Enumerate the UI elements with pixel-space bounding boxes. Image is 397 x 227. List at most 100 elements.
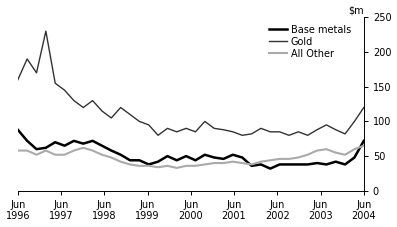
All Other bbox=[333, 151, 338, 154]
All Other bbox=[90, 149, 95, 152]
Gold bbox=[81, 106, 86, 109]
All Other bbox=[202, 163, 207, 166]
Base metals bbox=[315, 162, 320, 164]
Gold bbox=[231, 131, 235, 133]
Gold bbox=[25, 58, 29, 60]
Gold bbox=[15, 78, 20, 81]
Gold bbox=[221, 128, 226, 131]
Gold bbox=[137, 120, 142, 123]
Gold bbox=[100, 110, 104, 112]
All Other bbox=[109, 156, 114, 159]
All Other bbox=[137, 165, 142, 167]
Gold bbox=[118, 106, 123, 109]
Base metals bbox=[34, 148, 39, 151]
All Other bbox=[315, 149, 320, 152]
All Other bbox=[287, 158, 291, 160]
Gold bbox=[277, 131, 282, 133]
Gold bbox=[240, 134, 245, 137]
Base metals bbox=[100, 144, 104, 147]
All Other bbox=[361, 144, 366, 147]
Gold bbox=[109, 117, 114, 119]
Base metals bbox=[202, 153, 207, 156]
All Other bbox=[184, 165, 189, 167]
Line: All Other: All Other bbox=[18, 146, 364, 168]
Gold bbox=[305, 134, 310, 137]
Base metals bbox=[333, 160, 338, 163]
Gold bbox=[296, 131, 301, 133]
Gold bbox=[258, 127, 263, 130]
All Other bbox=[258, 160, 263, 163]
Text: $m: $m bbox=[348, 6, 364, 16]
Base metals bbox=[62, 144, 67, 147]
Gold bbox=[361, 106, 366, 109]
Gold bbox=[156, 134, 160, 137]
Gold bbox=[62, 89, 67, 91]
Gold bbox=[44, 30, 48, 32]
Base metals bbox=[212, 156, 216, 159]
Base metals bbox=[287, 163, 291, 166]
Gold bbox=[146, 123, 151, 126]
Gold bbox=[193, 131, 198, 133]
Base metals bbox=[25, 139, 29, 142]
Gold bbox=[165, 127, 170, 130]
Gold bbox=[127, 113, 132, 116]
Base metals bbox=[296, 163, 301, 166]
Gold bbox=[324, 123, 329, 126]
All Other bbox=[296, 156, 301, 159]
Base metals bbox=[305, 163, 310, 166]
All Other bbox=[118, 160, 123, 163]
Gold bbox=[268, 131, 273, 133]
Gold bbox=[352, 120, 357, 123]
Base metals bbox=[53, 141, 58, 144]
Gold bbox=[315, 128, 320, 131]
All Other bbox=[146, 165, 151, 167]
Gold bbox=[174, 131, 179, 133]
All Other bbox=[277, 158, 282, 160]
All Other bbox=[352, 148, 357, 151]
Gold bbox=[34, 72, 39, 74]
Gold bbox=[71, 99, 76, 102]
Base metals bbox=[240, 156, 245, 159]
All Other bbox=[44, 149, 48, 152]
Base metals bbox=[90, 139, 95, 142]
All Other bbox=[249, 163, 254, 166]
All Other bbox=[305, 153, 310, 156]
Base metals bbox=[231, 153, 235, 156]
Base metals bbox=[277, 163, 282, 166]
Base metals bbox=[193, 159, 198, 162]
Base metals bbox=[146, 163, 151, 166]
Base metals bbox=[44, 146, 48, 149]
Gold bbox=[287, 134, 291, 137]
Gold bbox=[212, 127, 216, 130]
All Other bbox=[71, 149, 76, 152]
Base metals bbox=[81, 142, 86, 145]
Gold bbox=[333, 128, 338, 131]
Gold bbox=[90, 99, 95, 102]
Base metals bbox=[71, 139, 76, 142]
All Other bbox=[127, 163, 132, 166]
Base metals bbox=[15, 128, 20, 131]
All Other bbox=[62, 153, 67, 156]
Gold bbox=[343, 133, 347, 135]
All Other bbox=[212, 162, 216, 164]
Base metals bbox=[258, 163, 263, 166]
Line: Base metals: Base metals bbox=[18, 130, 364, 169]
Base metals bbox=[343, 163, 347, 166]
Base metals bbox=[174, 159, 179, 162]
Base metals bbox=[221, 158, 226, 160]
All Other bbox=[53, 153, 58, 156]
Gold bbox=[249, 133, 254, 135]
Base metals bbox=[109, 149, 114, 152]
Base metals bbox=[324, 163, 329, 166]
All Other bbox=[15, 149, 20, 152]
All Other bbox=[100, 153, 104, 156]
All Other bbox=[343, 153, 347, 156]
All Other bbox=[324, 148, 329, 151]
Base metals bbox=[184, 155, 189, 158]
All Other bbox=[156, 166, 160, 169]
Base metals bbox=[127, 159, 132, 162]
All Other bbox=[25, 149, 29, 152]
All Other bbox=[231, 160, 235, 163]
All Other bbox=[193, 165, 198, 167]
All Other bbox=[165, 165, 170, 167]
